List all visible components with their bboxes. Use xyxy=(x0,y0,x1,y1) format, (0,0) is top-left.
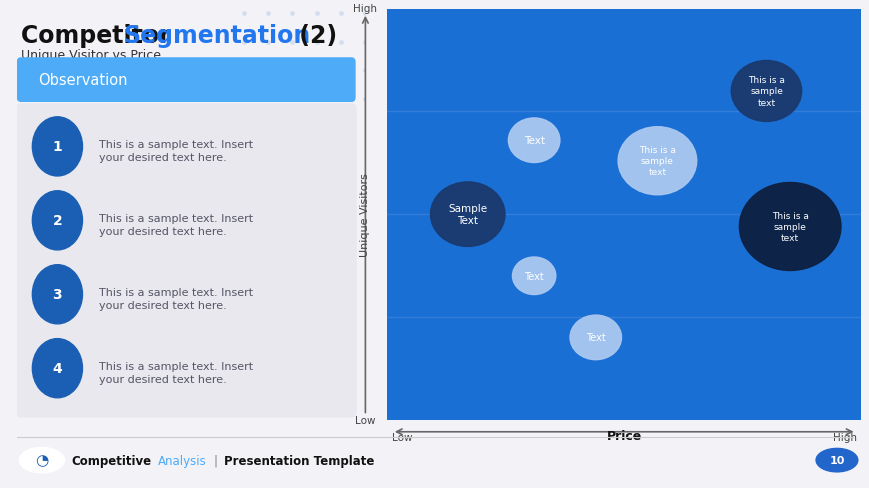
Circle shape xyxy=(32,191,83,250)
Text: This is a
sample
text: This is a sample text xyxy=(638,146,675,177)
Text: This is a sample text. Insert
your desired text here.: This is a sample text. Insert your desir… xyxy=(99,361,253,384)
Circle shape xyxy=(32,339,83,398)
Text: Competitor: Competitor xyxy=(21,24,179,48)
Text: Presentation Template: Presentation Template xyxy=(224,454,375,467)
Text: 4: 4 xyxy=(52,362,63,375)
Text: This is a sample text. Insert
your desired text here.: This is a sample text. Insert your desir… xyxy=(99,213,253,237)
Text: Text: Text xyxy=(523,136,544,146)
Text: Segmentation: Segmentation xyxy=(123,24,310,48)
Circle shape xyxy=(569,315,620,360)
Text: (2): (2) xyxy=(290,24,336,48)
Text: Text: Text xyxy=(524,271,543,281)
Text: 1: 1 xyxy=(52,140,63,154)
Text: Unique Visitor vs Price: Unique Visitor vs Price xyxy=(21,49,161,61)
Text: This is a sample text. Insert
your desired text here.: This is a sample text. Insert your desir… xyxy=(99,140,253,163)
Text: ◔: ◔ xyxy=(35,453,49,468)
FancyBboxPatch shape xyxy=(16,104,356,418)
Text: Low: Low xyxy=(391,432,412,442)
Circle shape xyxy=(430,183,504,247)
Text: Analysis: Analysis xyxy=(158,454,207,467)
Text: |: | xyxy=(213,454,217,467)
Circle shape xyxy=(512,258,555,295)
Circle shape xyxy=(731,61,800,122)
Text: This is a
sample
text: This is a sample text xyxy=(771,211,807,243)
Circle shape xyxy=(739,183,840,271)
Text: Observation: Observation xyxy=(38,73,128,88)
Circle shape xyxy=(32,265,83,324)
Text: Text: Text xyxy=(585,333,605,343)
Circle shape xyxy=(507,119,560,163)
Text: Unique Visitors: Unique Visitors xyxy=(360,173,370,257)
Text: This is a
sample
text: This is a sample text xyxy=(747,76,784,107)
Text: 3: 3 xyxy=(52,287,63,302)
Circle shape xyxy=(32,118,83,177)
Text: Price: Price xyxy=(606,428,641,442)
Text: This is a sample text. Insert
your desired text here.: This is a sample text. Insert your desir… xyxy=(99,287,253,310)
Text: Competitive: Competitive xyxy=(71,454,151,467)
Text: 10: 10 xyxy=(828,455,844,465)
Text: High: High xyxy=(832,432,856,442)
Circle shape xyxy=(617,127,696,195)
Text: High: High xyxy=(353,4,377,14)
FancyBboxPatch shape xyxy=(17,58,355,103)
Text: Low: Low xyxy=(355,416,375,426)
Text: Sample
Text: Sample Text xyxy=(448,203,487,226)
Text: 2: 2 xyxy=(52,214,63,228)
